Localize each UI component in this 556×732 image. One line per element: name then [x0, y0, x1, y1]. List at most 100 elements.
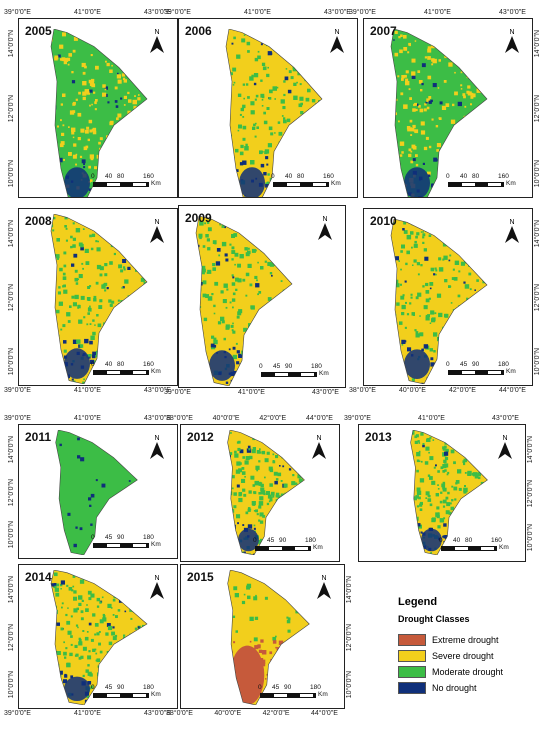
north-arrow-icon: N — [150, 29, 164, 53]
longitude-tick-label: 41°0'0"E — [424, 9, 451, 16]
longitude-tick-label: 41°0'0"E — [74, 387, 101, 394]
scale-unit: Km — [151, 180, 161, 187]
latitude-tick-label: 12°0'0"N — [346, 623, 353, 651]
latitude-tick-label: 10°0'0"N — [534, 348, 541, 376]
scale-bar-graphic — [448, 370, 504, 375]
panel-year-label: 2007 — [370, 24, 397, 38]
north-arrow-icon: N — [318, 216, 332, 240]
scale-unit: Km — [151, 368, 161, 375]
scale-tick-label: 180 — [498, 361, 509, 368]
longitude-tick-label: 38°0'0"E — [166, 415, 193, 422]
latitude-tick-label: 12°0'0"N — [8, 623, 15, 651]
scale-unit: Km — [506, 368, 516, 375]
scale-tick-label: 40 — [460, 173, 468, 180]
scale-tick-label: 40 — [453, 537, 461, 544]
latitude-tick-label: 14°0'0"N — [8, 436, 15, 464]
panel-year-label: 2015 — [187, 570, 214, 584]
latitude-tick-label: 12°0'0"N — [534, 95, 541, 123]
legend-label-none: No drought — [432, 683, 477, 693]
longitude-tick-label: 44°0'0"E — [306, 415, 333, 422]
scale-bar: 0 45 90 180 Km — [91, 534, 175, 552]
latitude-tick-label: 14°0'0"N — [8, 30, 15, 58]
panel-year-label: 2008 — [25, 214, 52, 228]
scale-bar-graphic — [448, 182, 504, 187]
map-panel-2009: 2009 N 0 45 90 180 Km — [178, 205, 346, 388]
scale-tick-label: 160 — [323, 173, 334, 180]
scale-tick-label: 160 — [143, 173, 154, 180]
scale-tick-label: 90 — [117, 534, 125, 541]
scale-bar-graphic — [273, 182, 329, 187]
longitude-tick-label: 39°0'0"E — [4, 387, 31, 394]
scale-unit: Km — [499, 544, 509, 551]
scale-bar-graphic — [93, 543, 149, 548]
longitude-tick-label: 43°0'0"E — [499, 9, 526, 16]
scale-tick-label: 40 — [105, 173, 113, 180]
latitude-tick-label: 10°0'0"N — [8, 160, 15, 188]
scale-tick-label: 0 — [91, 361, 95, 368]
scale-bar-graphic — [260, 693, 316, 698]
scale-bar: 0 40 80 160 Km — [271, 173, 355, 191]
longitude-tick-label: 39°0'0"E — [164, 389, 191, 396]
scale-bar: 0 40 80 160 Km — [439, 537, 523, 555]
scale-bar: 0 40 80 160 Km — [446, 173, 530, 191]
map-panel-2014: 2014 N 0 45 90 180 Km — [18, 564, 178, 709]
legend-item-none: No drought — [398, 682, 477, 694]
longitude-tick-label: 40°0'0"E — [212, 415, 240, 422]
north-label: N — [154, 219, 159, 226]
panel-year-label: 2011 — [25, 430, 52, 444]
north-label: N — [509, 219, 514, 226]
panel-year-label: 2013 — [365, 430, 392, 444]
longitude-tick-label: 42°0'0"E — [259, 415, 287, 422]
north-label: N — [321, 575, 326, 582]
scale-bar: 0 40 80 160 Km — [91, 173, 175, 191]
longitude-tick-label: 39°0'0"E — [349, 9, 376, 16]
latitude-tick-label: 10°0'0"N — [8, 348, 15, 376]
north-arrow-icon: N — [150, 219, 164, 243]
longitude-tick-label: 39°0'0"E — [4, 415, 31, 422]
scale-tick-label: 80 — [472, 173, 480, 180]
region-map-2005 — [50, 29, 148, 197]
legend-item-extreme: Extreme drought — [398, 634, 499, 646]
scale-tick-label: 40 — [285, 173, 293, 180]
panel-year-label: 2014 — [25, 570, 52, 584]
latitude-tick-label: 12°0'0"N — [527, 480, 534, 508]
north-label: N — [154, 29, 159, 36]
legend-label-extreme: Extreme drought — [432, 635, 499, 645]
panel-year-label: 2005 — [25, 24, 52, 38]
legend-swatch-severe — [398, 650, 426, 662]
scale-unit: Km — [151, 691, 161, 698]
longitude-tick-label: 43°0'0"E — [144, 9, 171, 16]
longitude-tick-label: 41°0'0"E — [74, 9, 101, 16]
region-map-2012 — [227, 430, 305, 555]
scale-tick-label: 45 — [460, 361, 468, 368]
longitude-tick-label: 39°0'0"E — [164, 9, 191, 16]
scale-tick-label: 0 — [271, 173, 275, 180]
scale-tick-label: 45 — [272, 684, 280, 691]
map-panel-2013: 2013 N 0 40 80 160 Km — [358, 424, 526, 562]
latitude-tick-label: 12°0'0"N — [8, 478, 15, 506]
panel-year-label: 2009 — [185, 211, 212, 225]
scale-tick-label: 180 — [143, 534, 154, 541]
latitude-tick-label: 14°0'0"N — [534, 220, 541, 248]
map-panel-2011: 2011 N 0 45 90 180 Km — [18, 424, 178, 559]
scale-tick-label: 80 — [117, 361, 125, 368]
scale-tick-label: 90 — [472, 361, 480, 368]
map-panel-2006: 2006 N 0 40 80 160 Km — [178, 18, 358, 198]
longitude-tick-label: 39°0'0"E — [4, 9, 31, 16]
scale-tick-label: 80 — [297, 173, 305, 180]
scale-bar: 0 45 90 180 Km — [259, 363, 343, 381]
north-label: N — [316, 435, 321, 442]
scale-bar-graphic — [93, 693, 149, 698]
north-arrow-icon: N — [505, 219, 519, 243]
scale-tick-label: 0 — [91, 534, 95, 541]
longitude-tick-label: 43°0'0"E — [144, 710, 171, 717]
longitude-tick-label: 41°0'0"E — [74, 710, 101, 717]
longitude-tick-label: 41°0'0"E — [244, 9, 271, 16]
scale-unit: Km — [151, 541, 161, 548]
region-map-2011 — [55, 430, 138, 555]
scale-bar-graphic — [93, 182, 149, 187]
north-arrow-icon: N — [498, 435, 512, 459]
longitude-tick-label: 44°0'0"E — [499, 387, 526, 394]
legend-subtitle: Drought Classes — [398, 614, 470, 624]
latitude-tick-label: 14°0'0"N — [527, 436, 534, 464]
